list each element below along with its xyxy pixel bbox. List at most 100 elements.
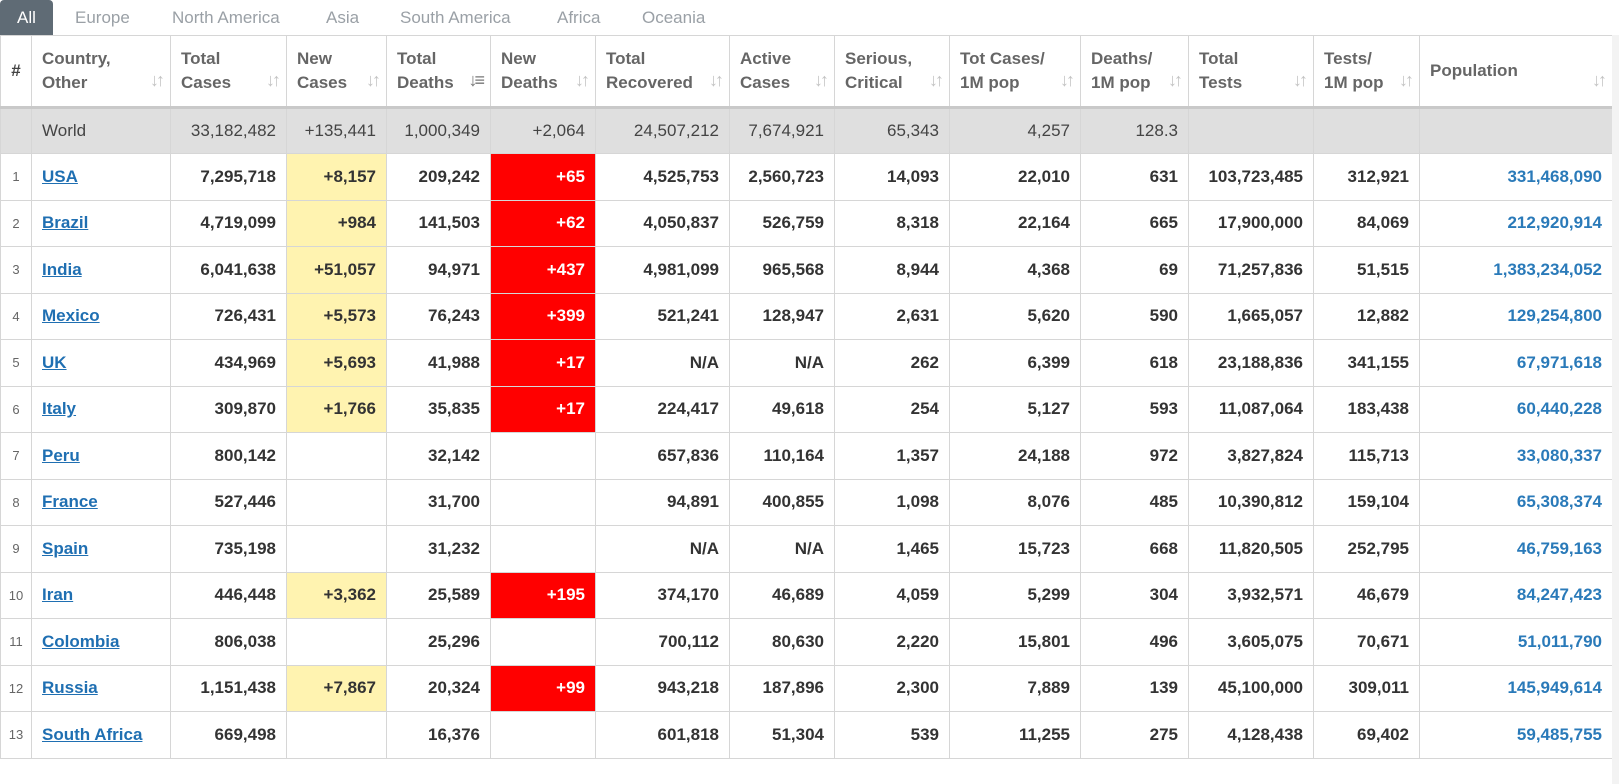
sort-icon[interactable]: ↓↑ (575, 70, 590, 90)
country-link[interactable]: UK (42, 352, 67, 372)
total-cases-cell: 726,431 (170, 292, 287, 340)
column-header-label: Deaths/ 1M pop (1091, 49, 1153, 92)
new-deaths-cell (490, 525, 596, 573)
column-header-label: New Cases (297, 49, 348, 92)
country-link[interactable]: Spain (42, 538, 89, 558)
total-cases-cell: 309,870 (170, 385, 287, 433)
country-link[interactable]: USA (42, 166, 78, 186)
column-header-tests-per-1m[interactable]: Tests/ 1M pop ↓↑ (1313, 35, 1420, 109)
sort-icon[interactable]: ↓↑ (1060, 70, 1075, 90)
tests-per-1m-cell: 159,104 (1313, 478, 1420, 526)
country-link[interactable]: Mexico (42, 306, 100, 326)
serious-critical-cell: 8,318 (834, 199, 950, 247)
country-link[interactable]: Russia (42, 678, 98, 698)
tab-africa[interactable]: Africa (557, 8, 601, 27)
active-cases-cell: 400,855 (729, 478, 835, 526)
column-header-population[interactable]: Population ↓↑ (1419, 35, 1613, 109)
scrollbar-track[interactable] (1612, 35, 1619, 784)
column-header-serious-critical[interactable]: Serious, Critical ↓↑ (834, 35, 950, 109)
column-header-new-cases[interactable]: New Cases ↓↑ (286, 35, 387, 109)
sort-icon[interactable]: ↓↑ (366, 70, 381, 90)
table-row: 5 UK 434,969 +5,693 41,988 +17 N/A N/A 262 6,399 6… (0, 339, 1613, 387)
tab-all[interactable]: All (0, 0, 53, 35)
active-cases-cell: 187,896 (729, 664, 835, 712)
column-header-new-deaths[interactable]: New Deaths ↓↑ (490, 35, 596, 109)
sort-icon[interactable]: ↓↑ (1293, 70, 1308, 90)
country-link[interactable]: Italy (42, 399, 77, 419)
country-cell: Italy (31, 385, 171, 433)
country-link[interactable]: Colombia (42, 631, 120, 651)
sort-icon[interactable]: ↓↑ (929, 70, 944, 90)
total-tests-cell: 103,723,485 (1188, 153, 1314, 201)
tests-per-1m-cell: 252,795 (1313, 525, 1420, 573)
sort-icon[interactable]: ↓↑ (1592, 70, 1607, 90)
world-new-cases: +135,441 (286, 107, 387, 154)
total-cases-cell: 6,041,638 (170, 246, 287, 294)
cases-per-1m-cell: 11,255 (949, 711, 1081, 759)
row-index: 1 (0, 153, 32, 201)
total-cases-cell: 669,498 (170, 711, 287, 759)
column-header-label: Total Cases (181, 49, 232, 92)
sort-icon[interactable]: ↓↑ (709, 70, 724, 90)
total-deaths-cell: 16,376 (386, 711, 491, 759)
column-header-deaths-per-1m[interactable]: Deaths/ 1M pop ↓↑ (1080, 35, 1189, 109)
table-row: 4 Mexico 726,431 +5,573 76,243 +399 521,241 128… (0, 292, 1613, 340)
column-header-total-cases[interactable]: Total Cases ↓↑ (170, 35, 287, 109)
country-link[interactable]: Iran (42, 585, 74, 605)
sort-icon[interactable]: ↓↑ (814, 70, 829, 90)
column-header-active-cases[interactable]: Active Cases ↓↑ (729, 35, 835, 109)
tests-per-1m-cell: 70,671 (1313, 618, 1420, 666)
sort-icon[interactable]: ↓↑ (266, 70, 281, 90)
table-row: 8 France 527,446 31,700 94,891 400,855 1,098 8,… (0, 478, 1613, 526)
column-header-label: Tot Cases/ 1M pop (960, 49, 1045, 92)
tests-per-1m-cell: 312,921 (1313, 153, 1420, 201)
tab-oceania[interactable]: Oceania (642, 8, 706, 27)
country-link[interactable]: Peru (42, 445, 80, 465)
country-link[interactable]: Brazil (42, 213, 89, 233)
column-header-total-deaths[interactable]: Total Deaths ↓≡ (386, 35, 491, 109)
column-header-total-tests[interactable]: Total Tests ↓↑ (1188, 35, 1314, 109)
sort-icon[interactable]: ↓↑ (1168, 70, 1183, 90)
tests-per-1m-cell: 84,069 (1313, 199, 1420, 247)
population-cell: 1,383,234,052 (1419, 246, 1613, 294)
country-cell: France (31, 478, 171, 526)
country-cell: Spain (31, 525, 171, 573)
sort-desc-icon[interactable]: ↓≡ (468, 70, 484, 90)
tests-per-1m-cell: 341,155 (1313, 339, 1420, 387)
sort-icon[interactable]: ↓↑ (1399, 70, 1414, 90)
world-index-cell (0, 107, 32, 154)
new-deaths-cell: +195 (490, 571, 596, 619)
population-cell: 33,080,337 (1419, 432, 1613, 480)
population-cell: 84,247,423 (1419, 571, 1613, 619)
tab-asia[interactable]: Asia (326, 8, 360, 27)
new-cases-cell: +51,057 (286, 246, 387, 294)
population-cell: 51,011,790 (1419, 618, 1613, 666)
serious-critical-cell: 254 (834, 385, 950, 433)
sort-icon[interactable]: ↓↑ (150, 70, 165, 90)
deaths-per-1m-cell: 139 (1080, 664, 1189, 712)
country-link[interactable]: India (42, 259, 82, 279)
column-header-total-recovered[interactable]: Total Recovered ↓↑ (595, 35, 730, 109)
world-total-cases: 33,182,482 (170, 107, 287, 154)
total-recovered-cell: 4,525,753 (595, 153, 730, 201)
country-link[interactable]: South Africa (42, 724, 143, 744)
world-cases-per-1m: 4,257 (949, 107, 1081, 154)
tab-south-america[interactable]: South America (400, 8, 511, 27)
country-link[interactable]: France (42, 492, 98, 512)
deaths-per-1m-cell: 668 (1080, 525, 1189, 573)
table-row: 13 South Africa 669,498 16,376 601,818 51,304… (0, 711, 1613, 759)
column-header-label: Population (1430, 61, 1518, 80)
cases-per-1m-cell: 5,620 (949, 292, 1081, 340)
tab-north-america[interactable]: North America (172, 8, 280, 27)
active-cases-cell: N/A (729, 525, 835, 573)
total-tests-cell: 17,900,000 (1188, 199, 1314, 247)
deaths-per-1m-cell: 593 (1080, 385, 1189, 433)
tab-europe[interactable]: Europe (75, 8, 130, 27)
cases-per-1m-cell: 5,299 (949, 571, 1081, 619)
total-deaths-cell: 25,589 (386, 571, 491, 619)
total-cases-cell: 446,448 (170, 571, 287, 619)
total-cases-cell: 800,142 (170, 432, 287, 480)
total-deaths-cell: 31,232 (386, 525, 491, 573)
column-header-country[interactable]: Country, Other ↓↑ (31, 35, 171, 109)
column-header-tot-cases-per-1m[interactable]: Tot Cases/ 1M pop ↓↑ (949, 35, 1081, 109)
